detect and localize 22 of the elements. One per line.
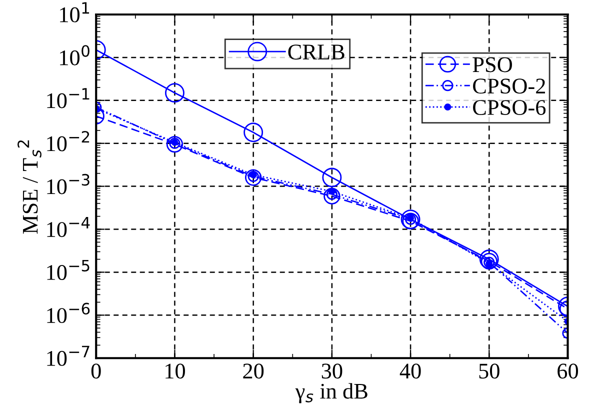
- y-tick-label: 10$^{−7}$: [47, 346, 90, 366]
- x-tick-label: 50: [479, 364, 500, 379]
- y-axis-title: MSE / T$_{s}$$^{2}$: [18, 140, 42, 234]
- legend-label: CPSO-6: [473, 100, 546, 115]
- y-tick-label: 10$^{−1}$: [47, 88, 90, 108]
- x-tick-label: 60: [558, 364, 578, 379]
- legend-label: CRLB: [288, 44, 344, 60]
- y-tick-label: 10$^{1}$: [60, 2, 90, 22]
- x-tick-label: 30: [322, 364, 342, 379]
- y-tick-label: 10$^{0}$: [60, 45, 90, 66]
- y-tick-label: 10$^{−4}$: [47, 216, 90, 238]
- y-tick-label: 10$^{−5}$: [47, 260, 90, 280]
- y-tick-label: 10$^{−2}$: [47, 130, 90, 152]
- y-tick-label: 10$^{−6}$: [47, 302, 90, 324]
- x-tick-label: 20: [243, 364, 264, 379]
- y-tick-label: 10$^{−3}$: [47, 174, 90, 194]
- x-tick-label: 40: [400, 364, 421, 379]
- legend-label: PSO: [472, 57, 512, 72]
- x-tick-label: 10: [166, 364, 185, 379]
- x-axis-title: γ$_{s}$ in dB: [295, 383, 368, 404]
- x-tick-label: 0: [91, 364, 101, 379]
- legend-label: CPSO-2: [473, 78, 546, 94]
